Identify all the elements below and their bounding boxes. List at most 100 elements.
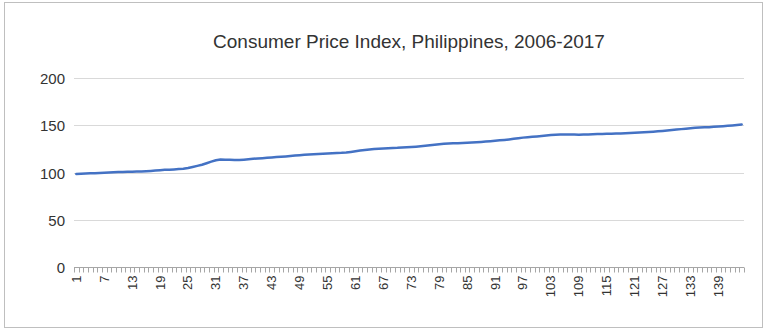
x-tick bbox=[642, 268, 643, 273]
x-tick-label: 115 bbox=[599, 276, 614, 297]
x-tick bbox=[362, 268, 363, 273]
x-tick bbox=[344, 268, 345, 273]
x-tick bbox=[265, 268, 266, 273]
x-tick bbox=[293, 268, 294, 273]
x-tick bbox=[446, 268, 447, 273]
x-tick bbox=[651, 268, 652, 273]
title: Consumer Price Index, Philippines, 2006-… bbox=[213, 31, 605, 52]
x-tick bbox=[121, 268, 122, 273]
x-tick bbox=[577, 268, 578, 273]
x-tick bbox=[511, 268, 512, 273]
x-tick-label: 31 bbox=[208, 276, 223, 290]
x-tick bbox=[460, 268, 461, 273]
x-tick bbox=[311, 268, 312, 273]
x-tick bbox=[316, 268, 317, 273]
x-tick bbox=[353, 268, 354, 273]
x-tick bbox=[428, 268, 429, 273]
x-tick bbox=[730, 268, 731, 273]
grid-line bbox=[74, 125, 744, 126]
x-tick bbox=[414, 268, 415, 273]
x-tick bbox=[465, 268, 466, 273]
x-tick bbox=[148, 268, 149, 273]
x-tick bbox=[623, 268, 624, 273]
x-tick bbox=[218, 268, 219, 273]
x-tick bbox=[321, 268, 322, 273]
x-tick-label: 127 bbox=[655, 276, 670, 298]
x-tick bbox=[93, 268, 94, 273]
x-tick-label: 25 bbox=[180, 276, 195, 290]
x-tick bbox=[688, 268, 689, 273]
x-tick bbox=[358, 268, 359, 273]
x-tick bbox=[563, 268, 564, 273]
x-tick bbox=[637, 268, 638, 273]
x-tick bbox=[404, 268, 405, 273]
x-tick bbox=[707, 268, 708, 273]
x-tick bbox=[595, 268, 596, 273]
x-tick-label: 73 bbox=[404, 276, 419, 290]
x-tick bbox=[130, 268, 131, 273]
x-tick bbox=[176, 268, 177, 273]
y-tick-label: 50 bbox=[48, 212, 65, 229]
x-tick bbox=[339, 268, 340, 273]
x-tick bbox=[190, 268, 191, 273]
x-tick bbox=[618, 268, 619, 273]
x-tick bbox=[186, 268, 187, 273]
x-tick bbox=[739, 268, 740, 273]
x-tick bbox=[665, 268, 666, 273]
x-tick-label: 91 bbox=[488, 276, 503, 290]
x-tick bbox=[418, 268, 419, 273]
y-tick-label: 150 bbox=[40, 117, 65, 134]
grid-line bbox=[74, 78, 744, 79]
x-tick bbox=[88, 268, 89, 273]
x-tick bbox=[632, 268, 633, 273]
x-tick bbox=[162, 268, 163, 273]
x-tick-label: 97 bbox=[515, 276, 530, 290]
x-tick bbox=[116, 268, 117, 273]
x-tick bbox=[209, 268, 210, 273]
x-tick bbox=[214, 268, 215, 273]
grid-line bbox=[74, 220, 744, 221]
x-tick bbox=[242, 268, 243, 273]
x-tick bbox=[674, 268, 675, 273]
x-tick bbox=[544, 268, 545, 273]
x-tick bbox=[586, 268, 587, 273]
x-tick bbox=[386, 268, 387, 273]
x-tick bbox=[600, 268, 601, 273]
x-tick bbox=[223, 268, 224, 273]
x-tick bbox=[693, 268, 694, 273]
x-tick bbox=[451, 268, 452, 273]
x-tick bbox=[502, 268, 503, 273]
x-tick bbox=[456, 268, 457, 273]
x-tick bbox=[246, 268, 247, 273]
x-tick-label: 7 bbox=[97, 276, 112, 283]
x-tick bbox=[260, 268, 261, 273]
x-tick bbox=[269, 268, 270, 273]
x-tick bbox=[437, 268, 438, 273]
x-tick bbox=[102, 268, 103, 273]
x-tick bbox=[656, 268, 657, 273]
x-tick-label: 109 bbox=[571, 276, 586, 298]
x-tick-label: 1 bbox=[69, 276, 84, 283]
x-tick bbox=[483, 268, 484, 273]
x-tick bbox=[530, 268, 531, 273]
x-tick bbox=[581, 268, 582, 273]
x-tick bbox=[590, 268, 591, 273]
x-tick-end bbox=[744, 268, 745, 273]
x-tick bbox=[558, 268, 559, 273]
x-tick bbox=[228, 268, 229, 273]
x-tick bbox=[702, 268, 703, 273]
x-tick bbox=[74, 268, 75, 273]
x-tick bbox=[381, 268, 382, 273]
x-tick bbox=[181, 268, 182, 273]
x-tick bbox=[274, 268, 275, 273]
plot-area bbox=[76, 124, 741, 173]
x-tick bbox=[372, 268, 373, 273]
x-tick bbox=[251, 268, 252, 273]
x-tick bbox=[711, 268, 712, 273]
x-tick bbox=[283, 268, 284, 273]
y-tick-label: 200 bbox=[40, 70, 65, 87]
x-tick bbox=[572, 268, 573, 273]
x-tick-label: 37 bbox=[236, 276, 251, 290]
x-tick-label: 13 bbox=[125, 276, 140, 290]
x-tick bbox=[604, 268, 605, 273]
